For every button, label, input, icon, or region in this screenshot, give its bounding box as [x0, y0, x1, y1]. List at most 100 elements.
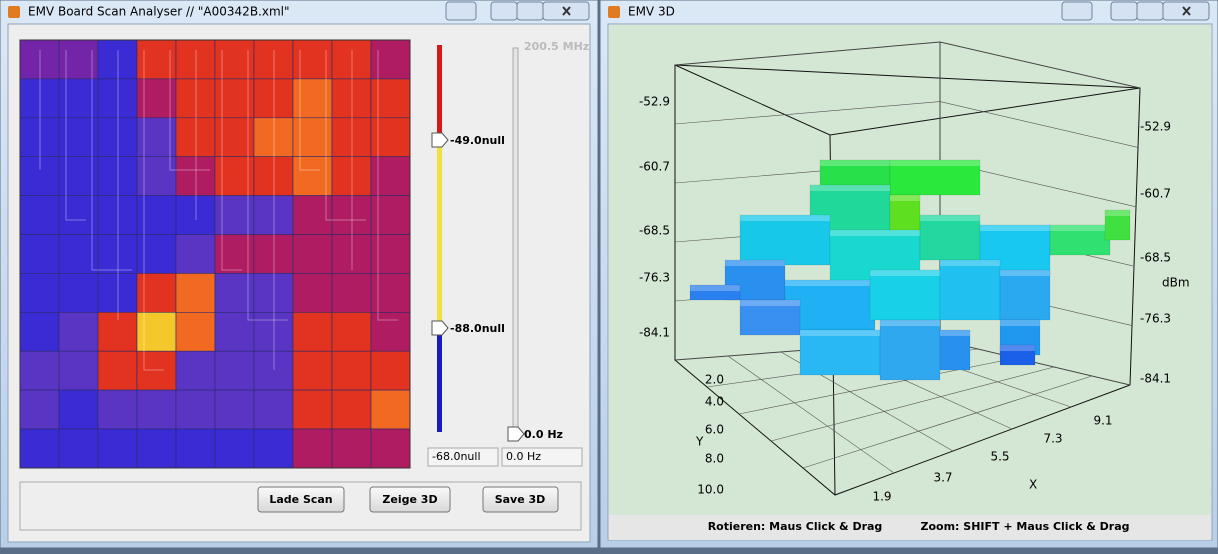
block-top	[880, 320, 940, 326]
heat-cell	[214, 156, 255, 196]
block-top	[870, 270, 940, 276]
heat-cell	[331, 273, 372, 313]
heat-cell	[253, 428, 294, 469]
maximize-button[interactable]	[516, 1, 544, 21]
heat-cell	[214, 389, 255, 430]
heat-cell	[136, 234, 177, 274]
heat-cell	[253, 78, 294, 119]
window-title: EMV 3D	[628, 5, 675, 19]
maximize-button[interactable]	[1136, 1, 1164, 21]
z-tick-right: -76.3	[1140, 312, 1171, 326]
button-face	[482, 486, 559, 513]
slider-thumb-upper[interactable]	[431, 132, 449, 148]
y-tick: 8.0	[705, 452, 724, 466]
surface-blocks	[689, 159, 1131, 381]
heat-cell	[136, 311, 177, 352]
frequency-thumb[interactable]	[507, 426, 525, 442]
frequency-field[interactable]	[501, 447, 583, 467]
heat-cell	[97, 311, 138, 352]
heat-cell	[370, 389, 411, 430]
zeige-3d-button[interactable]: Zeige 3D	[369, 486, 451, 513]
y-tick: 10.0	[697, 483, 724, 497]
heat-cell	[136, 273, 177, 313]
heat-cell	[253, 234, 294, 274]
block-top	[890, 195, 920, 201]
minimize-button[interactable]	[1110, 1, 1138, 21]
block-top	[1000, 345, 1035, 351]
heat-cell	[331, 195, 372, 235]
heat-cell	[136, 428, 177, 469]
heat-cell	[331, 311, 372, 352]
heat-cell	[331, 389, 372, 430]
block-top	[1105, 210, 1130, 216]
heat-cell	[58, 273, 99, 313]
level-field[interactable]	[427, 447, 499, 467]
heat-cell	[214, 273, 255, 313]
slider-thumb-lower[interactable]	[431, 320, 449, 336]
button-face	[257, 486, 345, 513]
heat-cell	[136, 389, 177, 430]
block	[999, 344, 1036, 366]
block-top	[940, 260, 1000, 266]
save-3d-button[interactable]: Save 3D	[482, 486, 559, 513]
block-top	[725, 260, 785, 266]
block	[1104, 209, 1131, 241]
status-rotate: Rotieren: Maus Click & Drag	[708, 520, 883, 533]
heatmap	[19, 39, 411, 469]
restore-button[interactable]	[1061, 1, 1093, 21]
z-tick-right: -60.7	[1140, 187, 1171, 201]
pcb-trace	[91, 50, 132, 271]
z-tick-left: -52.9	[639, 95, 670, 109]
heat-cell	[292, 273, 333, 313]
outer-edges	[674, 64, 1141, 496]
block	[919, 214, 981, 261]
heat-cell	[58, 234, 99, 274]
heat-cell	[292, 234, 333, 274]
close-icon	[1182, 6, 1191, 16]
heat-cell	[214, 350, 255, 391]
heat-cell	[331, 156, 372, 196]
heat-cell	[370, 311, 411, 352]
block	[739, 299, 801, 336]
status-zoom: Zoom: SHIFT + Maus Click & Drag	[920, 520, 1129, 533]
restore-button[interactable]	[445, 1, 477, 21]
heat-cell	[97, 389, 138, 430]
heat-cell	[175, 389, 216, 430]
heat-cell	[19, 311, 60, 352]
z-tick-right: -52.9	[1140, 120, 1171, 134]
heat-cell	[370, 273, 411, 313]
heat-cell	[136, 78, 177, 119]
z-tick-left: -68.5	[639, 224, 670, 238]
button-label: Save 3D	[495, 493, 546, 506]
lade-scan-button[interactable]: Lade Scan	[257, 486, 345, 513]
heat-cell	[19, 350, 60, 391]
z-tick-right: -68.5	[1140, 251, 1171, 265]
status-bar	[609, 515, 1211, 540]
heatmap-border	[19, 39, 411, 469]
x-tick: 1.9	[872, 490, 891, 504]
block-top	[980, 225, 1050, 231]
z-tick-left: -60.7	[639, 160, 670, 174]
x-tick: 7.3	[1043, 432, 1062, 446]
pcb-trace	[299, 50, 320, 171]
block-top	[740, 300, 800, 306]
x-tick: 3.7	[933, 471, 952, 485]
y-tick: 2.0	[705, 373, 724, 387]
heat-cell	[370, 78, 411, 119]
heat-cell	[292, 117, 333, 158]
block	[939, 329, 971, 371]
minimize-button[interactable]	[490, 1, 518, 21]
z-tick-left: -76.3	[639, 271, 670, 285]
heat-cell	[19, 389, 60, 430]
heat-cell	[214, 195, 255, 235]
block-top	[830, 230, 920, 236]
block	[999, 269, 1051, 321]
pcb-trace	[377, 50, 398, 321]
x-tick: 5.5	[990, 450, 1009, 464]
heat-cell	[97, 234, 138, 274]
right-window: EMV 3D -52.9 -60.7 -68.5 -76.3 -84.1 -52.9 -60…	[599, 0, 1218, 549]
block-top	[890, 160, 980, 166]
heat-cell	[175, 195, 216, 235]
grid-line	[727, 355, 895, 474]
heat-cell	[58, 311, 99, 352]
